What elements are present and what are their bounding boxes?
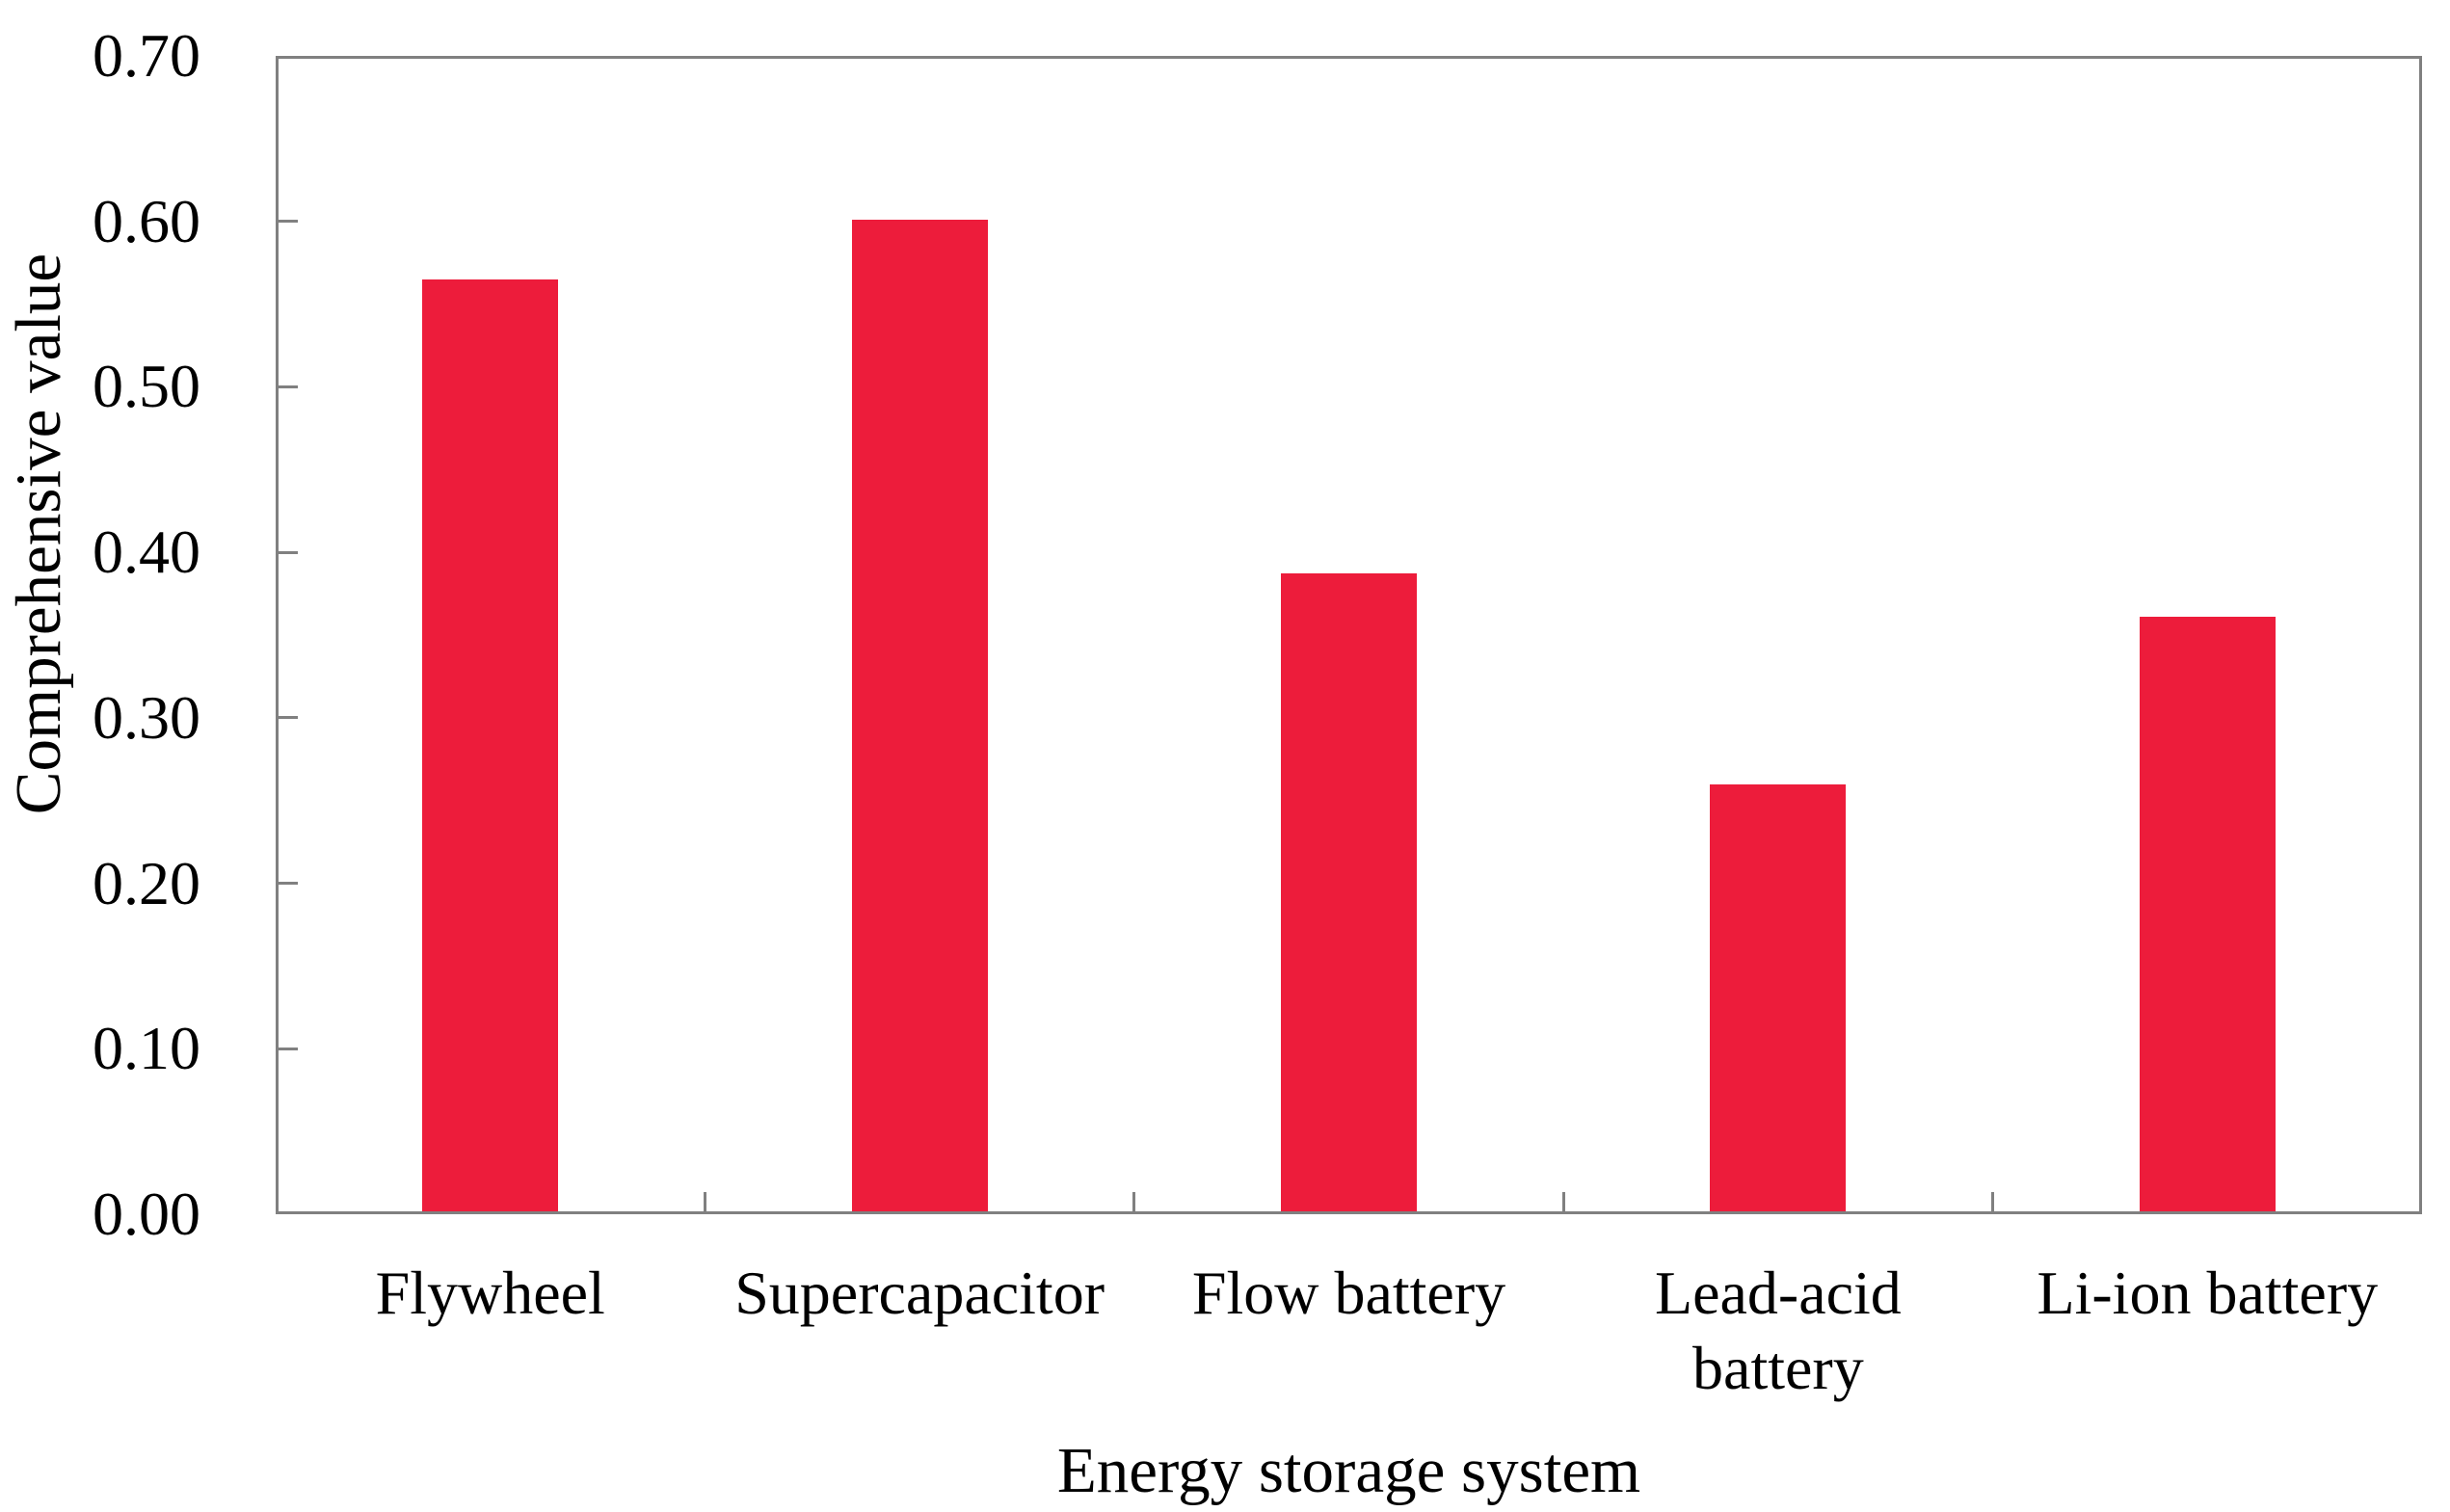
x-axis-tick-mark — [1132, 1192, 1136, 1211]
y-axis-title: Comprehensive value — [3, 252, 74, 815]
y-axis-tick-mark — [279, 1047, 298, 1050]
category-label-flow-battery: Flow battery — [1191, 1259, 1506, 1327]
y-axis-tick-label: 0.70 — [93, 21, 200, 90]
y-axis-tick-mark — [279, 882, 298, 886]
bar-lead-acid-battery — [1710, 783, 1847, 1211]
y-axis-tick-label: 0.10 — [93, 1014, 200, 1083]
y-axis-tick-mark — [279, 550, 298, 554]
y-axis-tick-label: 0.00 — [93, 1180, 200, 1248]
category-label-li-ion-battery: Li-ion battery — [2037, 1259, 2379, 1327]
category-label-supercapacitor: Supercapacitor — [734, 1259, 1105, 1327]
y-axis-tick-label: 0.40 — [93, 517, 200, 587]
y-axis-tick-label: 0.30 — [93, 682, 200, 752]
y-axis-tick-label: 0.20 — [93, 848, 200, 917]
category-label-lead-acid-battery: Lead-acid battery — [1654, 1259, 1902, 1402]
y-axis-tick-label: 0.60 — [93, 186, 200, 255]
y-axis-tick-label: 0.50 — [93, 352, 200, 421]
y-axis-tick-mark — [279, 716, 298, 720]
bar-flow-battery — [1281, 573, 1417, 1211]
category-label-flywheel: Flywheel — [375, 1259, 605, 1327]
x-axis-tick-mark — [1561, 1192, 1565, 1211]
x-axis-title: Energy storage system — [1056, 1435, 1641, 1506]
bar-supercapacitor — [851, 219, 988, 1211]
bar-li-ion-battery — [2139, 617, 2276, 1211]
y-axis-tick-mark — [279, 385, 298, 388]
y-axis-tick-mark — [279, 220, 298, 224]
x-axis-tick-mark — [703, 1192, 706, 1211]
x-axis-tick-mark — [1991, 1192, 1995, 1211]
bar-flywheel — [422, 279, 559, 1211]
